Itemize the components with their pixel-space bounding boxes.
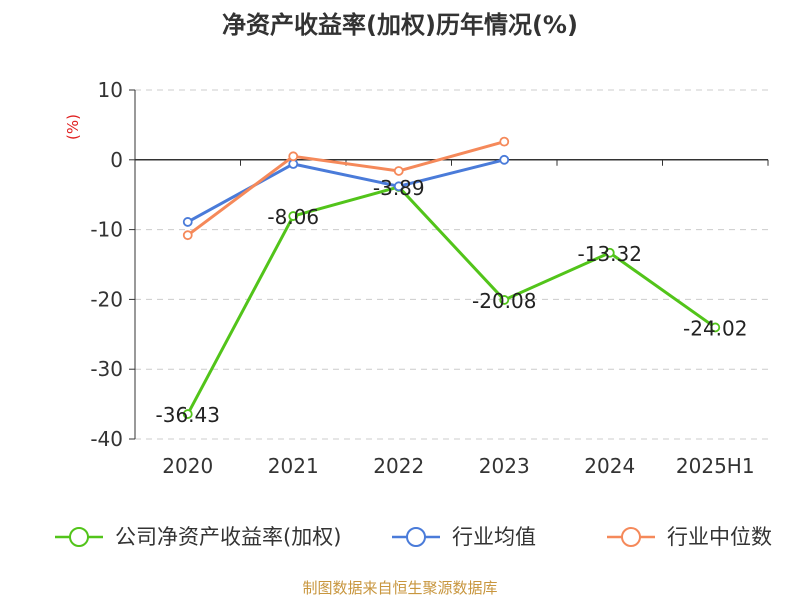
source-note: 制图数据来自恒生聚源数据库 — [302, 579, 497, 597]
series-line — [187, 158, 505, 224]
x-tick-label: 2023 — [479, 454, 530, 478]
data-label: -8.06 — [267, 205, 319, 229]
legend-circle-icon — [406, 527, 426, 547]
legend-label: 行业中位数 — [667, 525, 772, 549]
data-point — [182, 230, 193, 241]
legend-item[interactable]: 行业中位数 — [607, 525, 772, 549]
y-tick-label: 0 — [110, 148, 123, 172]
series-lines — [182, 136, 721, 419]
legend[interactable]: 公司净资产收益率(加权) 行业均值 行业中位数 — [55, 525, 772, 549]
legend-item[interactable]: 公司净资产收益率(加权) — [55, 525, 341, 549]
y-tick-label: -10 — [90, 218, 123, 242]
x-tick-label: 2025H1 — [676, 454, 755, 478]
x-tick-label: 2022 — [373, 454, 424, 478]
data-point — [393, 166, 404, 176]
chart-title: 净资产收益率(加权)历年情况(%) — [222, 11, 578, 39]
y-tick-label: 10 — [98, 78, 123, 102]
x-tick-label: 2024 — [584, 454, 635, 478]
data-point — [288, 151, 299, 162]
data-point — [499, 154, 510, 165]
x-tick-label: 2021 — [268, 454, 319, 478]
legend-item[interactable]: 行业均值 — [392, 525, 536, 549]
legend-label: 行业均值 — [452, 525, 536, 549]
data-label: -20.08 — [472, 289, 536, 313]
y-tick-label: -30 — [90, 357, 123, 381]
legend-label: 公司净资产收益率(加权) — [115, 525, 341, 549]
data-labels: -36.43 -8.06 -3.89 -20.08 -13.32 -24.02 — [156, 176, 748, 427]
y-tick-label: -20 — [90, 287, 123, 311]
data-point — [393, 181, 404, 192]
grid-lines — [135, 89, 768, 440]
data-label: -36.43 — [156, 403, 220, 427]
y-axis-unit-label: (%) — [64, 114, 82, 140]
data-point — [182, 409, 193, 419]
data-label: -13.32 — [578, 242, 642, 266]
data-point — [710, 322, 721, 333]
data-point — [288, 211, 299, 221]
series-line — [186, 185, 717, 415]
data-point — [604, 247, 615, 258]
y-tick-label: -40 — [90, 427, 123, 451]
data-point — [499, 295, 510, 305]
data-label: -3.89 — [373, 176, 425, 200]
legend-circle-icon — [621, 527, 641, 547]
axes: 10 0 -10 -20 -30 -40 2020 2021 2022 2023 2024 2025H… — [90, 78, 769, 478]
x-tick-label: 2020 — [162, 454, 213, 478]
series-line — [186, 140, 505, 237]
data-point — [182, 217, 193, 227]
data-label: -24.02 — [683, 316, 747, 340]
legend-circle-icon — [69, 527, 89, 547]
data-point — [499, 136, 510, 147]
